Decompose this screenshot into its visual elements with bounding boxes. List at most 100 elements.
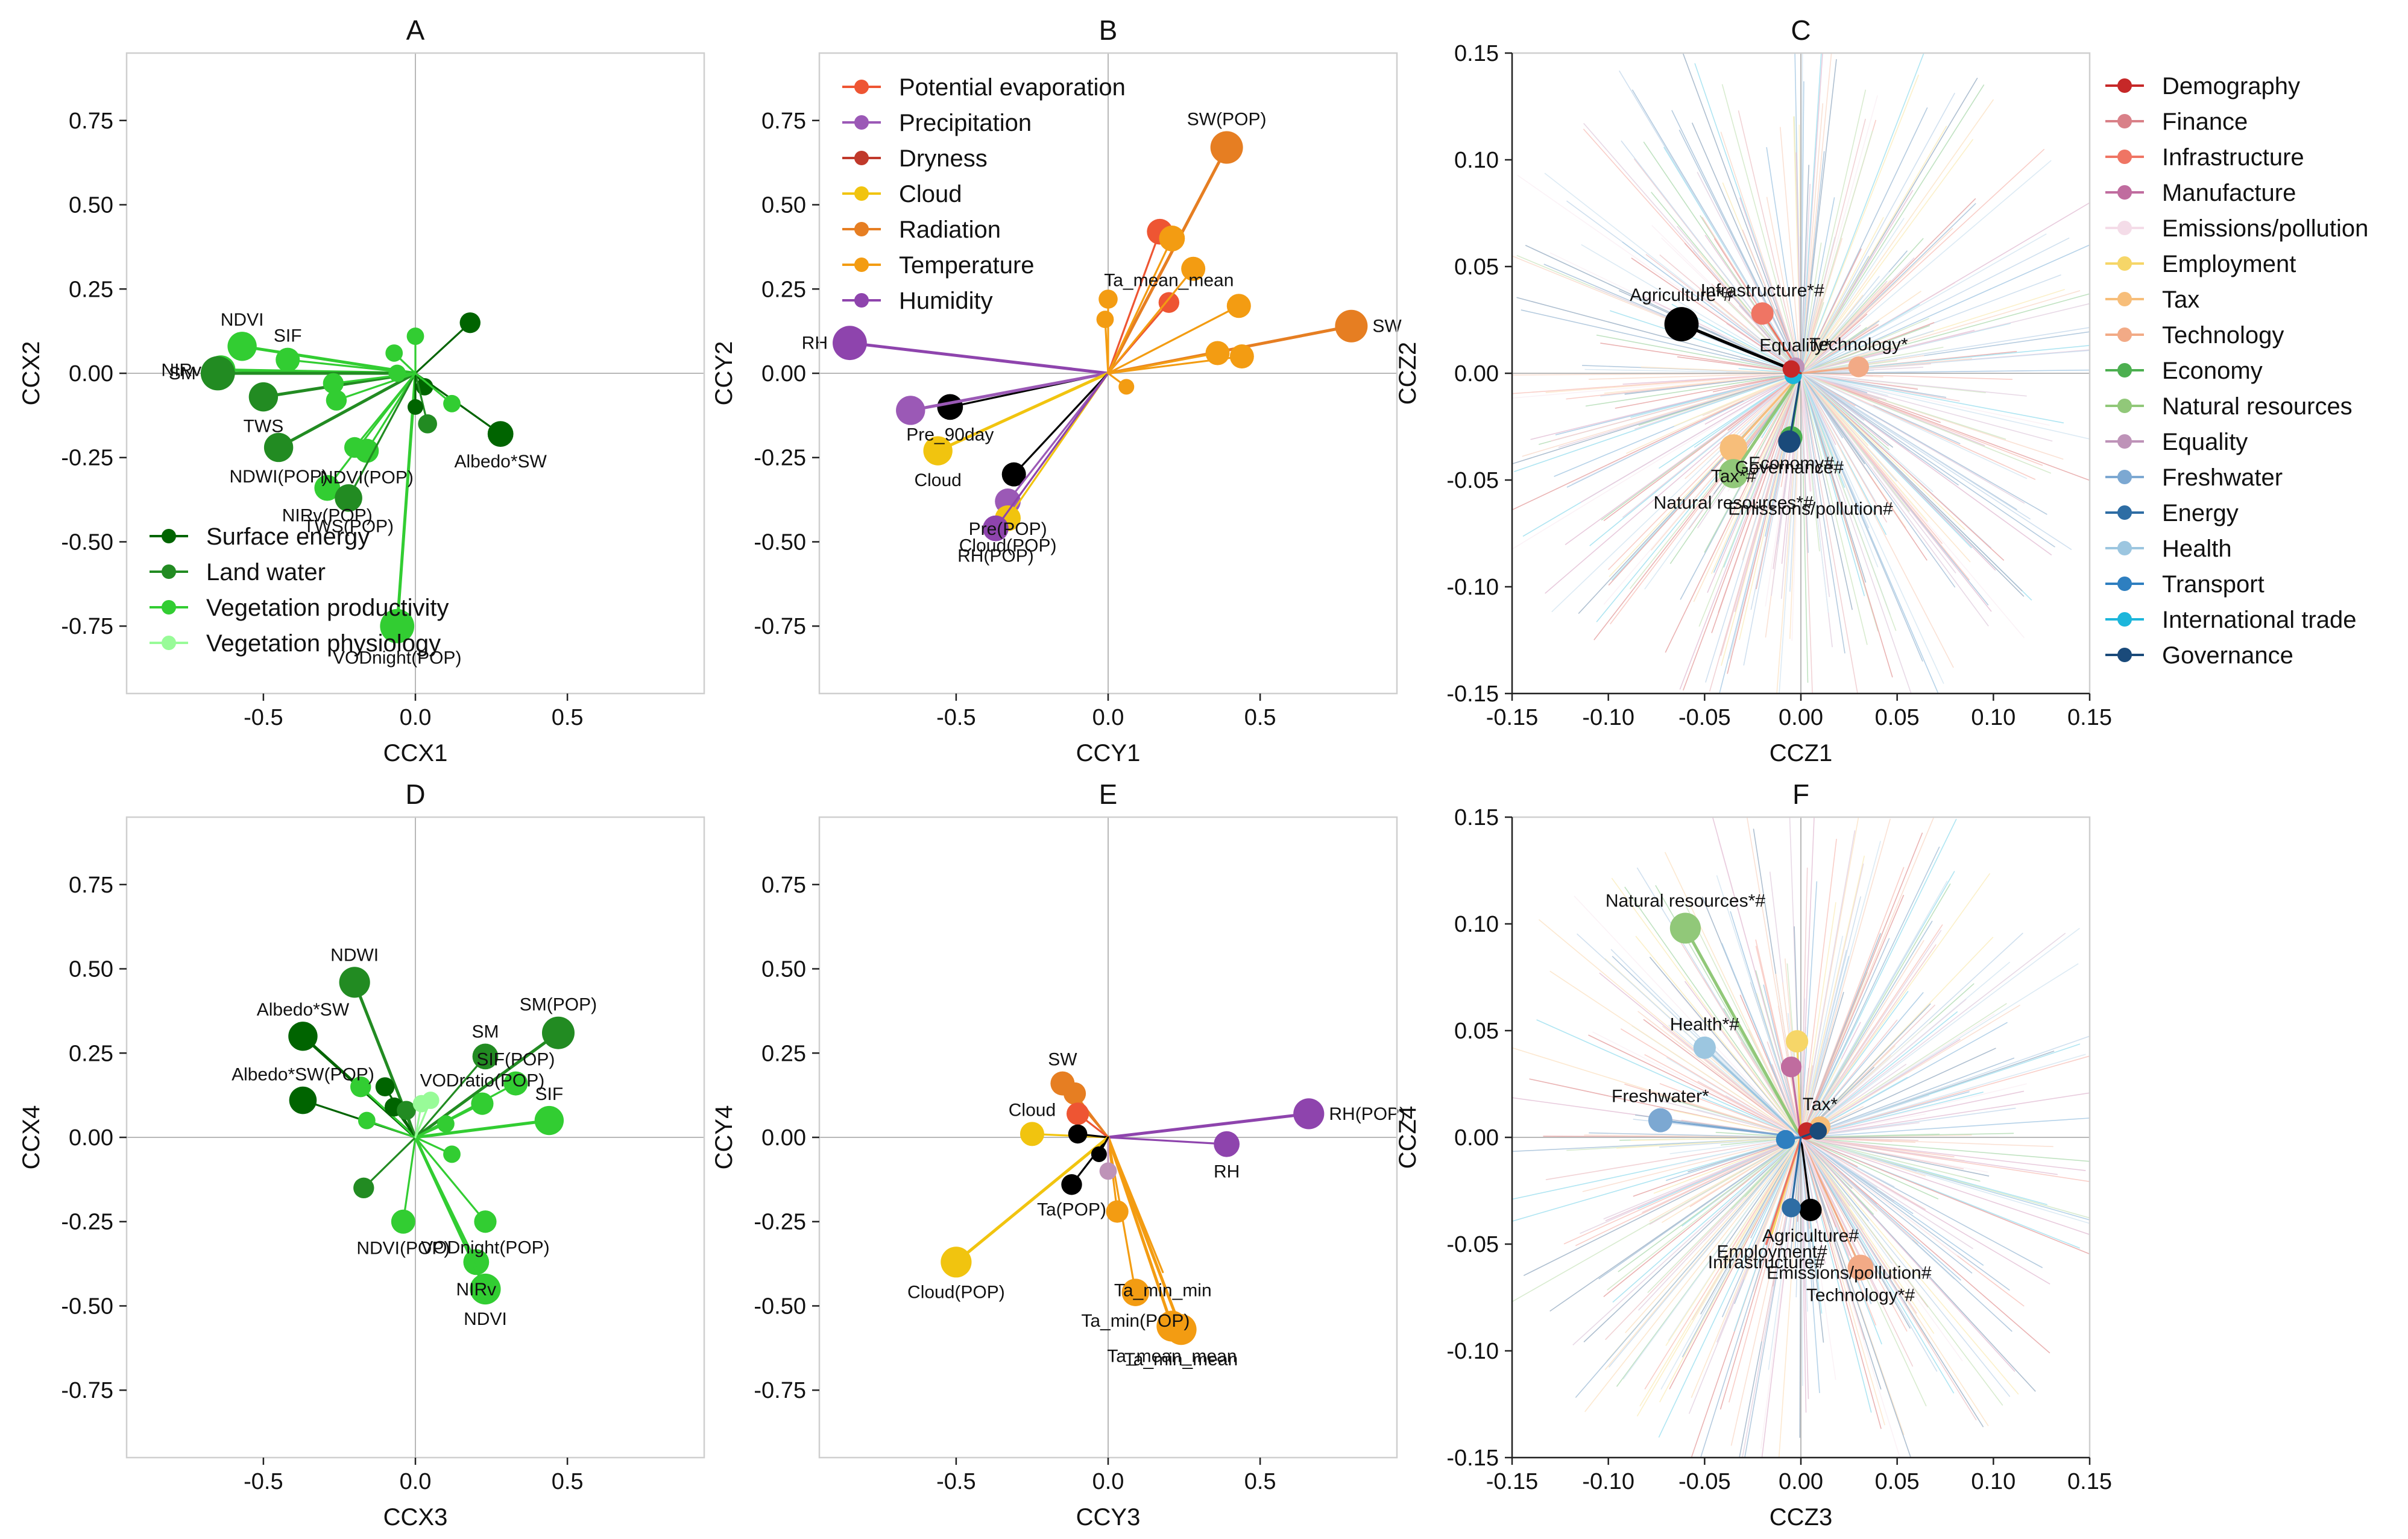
- background-ray: [1539, 373, 1801, 445]
- y-tick-label: -0.10: [1446, 575, 1499, 600]
- background-ray: [1589, 373, 1801, 546]
- background-ray: [1795, 1137, 1801, 1298]
- background-ray: [1622, 373, 1801, 518]
- background-ray: [1603, 373, 1801, 605]
- x-tick-label: 0.0: [400, 705, 432, 730]
- x-tick-label: 0.5: [1244, 705, 1276, 730]
- background-ray: [1800, 1137, 1963, 1362]
- background-ray: [1800, 1137, 1926, 1210]
- background-ray: [1800, 1137, 1964, 1170]
- background-ray: [1800, 291, 1823, 374]
- x-tick-label: 0.15: [2067, 1469, 2112, 1494]
- background-ray: [1800, 1137, 1865, 1230]
- background-ray: [1800, 107, 1928, 374]
- background-ray: [1800, 244, 2090, 374]
- vector-point: [1063, 1082, 1086, 1105]
- background-ray: [1800, 1038, 1829, 1138]
- vector-point: [534, 1105, 564, 1136]
- background-ray: [1697, 171, 1801, 374]
- point-label: Freshwater*: [1612, 1087, 1709, 1107]
- background-ray: [1800, 373, 1830, 598]
- legend-label: Technology: [2162, 322, 2284, 349]
- background-ray: [1800, 373, 1853, 610]
- background-ray: [1800, 1137, 1885, 1426]
- background-ray: [1671, 110, 1801, 374]
- vector-line: [909, 371, 1110, 412]
- background-ray: [1729, 373, 1801, 659]
- point-label: Technology*#: [1806, 1285, 1915, 1305]
- background-ray: [1800, 902, 1836, 1138]
- vector-ndvi-pop-: [391, 1136, 417, 1234]
- vector-rh: [833, 326, 1110, 375]
- background-ray: [1800, 1137, 1893, 1152]
- background-ray: [1604, 1137, 1801, 1370]
- background-ray: [1633, 1137, 1801, 1197]
- vector-point: [1780, 1056, 1802, 1078]
- background-ray: [1693, 373, 1801, 602]
- background-ray: [1668, 1025, 1801, 1138]
- background-ray: [1800, 1137, 1914, 1367]
- background-ray: [1517, 175, 1801, 374]
- y-tick-label: -0.05: [1446, 468, 1499, 493]
- point-label: Equality*: [1759, 336, 1831, 356]
- background-ray: [1659, 1137, 1801, 1403]
- background-ray: [1679, 373, 1801, 690]
- background-ray: [1694, 373, 1801, 385]
- vector-emissions-pollution-: [1800, 372, 1812, 492]
- legend-entry: Potential evaporation: [842, 74, 1126, 101]
- background-ray: [1800, 373, 2006, 440]
- y-tick-label: 0.00: [761, 1125, 806, 1151]
- vector-point: [418, 414, 437, 434]
- y-tick-label: 0.10: [1454, 148, 1499, 173]
- background-ray: [1800, 373, 1918, 388]
- background-ray: [1800, 327, 1867, 374]
- background-ray: [1731, 1137, 1801, 1210]
- legend-swatch-marker: [162, 564, 176, 579]
- background-ray: [1800, 84, 1985, 374]
- background-ray: [1616, 1137, 1801, 1387]
- background-ray: [1800, 1137, 1832, 1235]
- vector-line: [1107, 237, 1173, 374]
- vector-point: [1020, 1122, 1044, 1146]
- background-ray: [1626, 373, 1801, 504]
- background-ray: [1704, 373, 1801, 553]
- vector-line: [1107, 1136, 1136, 1294]
- background-ray: [1800, 1137, 2053, 1148]
- background-ray: [1796, 1137, 1801, 1212]
- background-ray: [1728, 1137, 1801, 1403]
- background-ray: [1800, 1137, 2003, 1406]
- background-ray: [1800, 1137, 1893, 1264]
- background-ray: [1800, 1137, 1859, 1178]
- background-ray: [1718, 208, 1801, 374]
- background-ray: [1800, 1137, 1858, 1168]
- background-ray: [1565, 373, 1801, 545]
- background-ray: [1800, 373, 1956, 588]
- legend-label: Humidity: [899, 288, 993, 314]
- background-ray: [1800, 832, 1923, 1138]
- background-ray: [1598, 1137, 1801, 1172]
- background-ray: [1635, 935, 1801, 1138]
- y-tick-label: -0.25: [754, 446, 806, 471]
- background-ray: [1659, 373, 1801, 469]
- y-tick-label: 0.00: [69, 361, 113, 387]
- background-ray: [1629, 373, 1801, 589]
- legend-swatch-marker: [2117, 292, 2132, 306]
- background-ray: [1800, 1004, 2021, 1138]
- background-ray: [1800, 373, 2025, 639]
- vector-point: [406, 327, 424, 345]
- vector-line: [414, 321, 471, 374]
- background-ray: [1711, 283, 1801, 374]
- background-ray: [1800, 940, 1924, 1138]
- vector-unlabeled-3: [1063, 1082, 1109, 1139]
- vector-point: [375, 1077, 395, 1096]
- point-label: Ta_min_mean: [1124, 1350, 1238, 1370]
- y-axis-label: CCX2: [18, 341, 45, 406]
- point-label: SW: [1048, 1050, 1077, 1070]
- vector-sw-pop-: [1106, 131, 1243, 375]
- y-tick-label: 0.00: [1454, 1125, 1499, 1151]
- background-ray: [1800, 236, 1836, 374]
- point-label: Employment#: [1716, 1242, 1827, 1262]
- vector-ndwi-pop-: [263, 371, 417, 463]
- background-ray: [1766, 197, 1801, 374]
- background-ray: [1709, 373, 1801, 692]
